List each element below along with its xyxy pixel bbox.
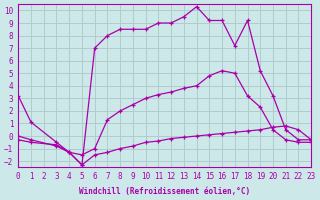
X-axis label: Windchill (Refroidissement éolien,°C): Windchill (Refroidissement éolien,°C)	[79, 187, 250, 196]
